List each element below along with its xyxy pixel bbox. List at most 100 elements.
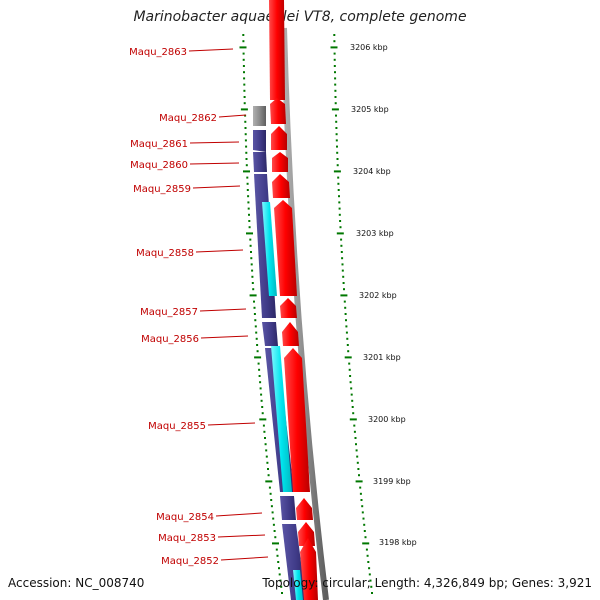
- outer-tick: [333, 170, 341, 173]
- inner-tick: [278, 573, 281, 576]
- inner-tick: [264, 437, 266, 439]
- outer-tick: [342, 282, 345, 284]
- outer-tick: [343, 300, 346, 303]
- inner-tick: [259, 381, 262, 384]
- inner-tick: [274, 536, 277, 539]
- gene-block-maqu-2862[interactable]: [253, 106, 266, 126]
- inner-tick: [248, 226, 251, 229]
- outer-tick: [337, 176, 340, 179]
- gene-arrow-maqu-2856[interactable]: [282, 322, 299, 346]
- gene-block-maqu-2861[interactable]: [253, 130, 266, 152]
- gene-label-maqu-2855[interactable]: Maqu_2855: [148, 421, 206, 432]
- inner-tick: [253, 313, 256, 315]
- gene-label-maqu-2862[interactable]: Maqu_2862: [159, 113, 217, 124]
- inner-tick: [254, 325, 257, 328]
- gene-block-maqu-2854[interactable]: [280, 496, 296, 520]
- rna-block-lower[interactable]: [271, 346, 292, 492]
- topology-text: Topology: circular;: [262, 576, 371, 590]
- outer-tick: [350, 387, 353, 390]
- outer-tick: [334, 83, 337, 86]
- outer-tick: [337, 182, 340, 185]
- inner-tick: [258, 375, 261, 377]
- outer-tick: [359, 492, 362, 495]
- inner-tick: [239, 46, 247, 49]
- inner-tick: [266, 461, 269, 464]
- gene-label-maqu-2860[interactable]: Maqu_2860: [130, 160, 188, 171]
- inner-tick: [242, 65, 245, 67]
- outer-tick: [344, 356, 352, 359]
- outer-tick: [341, 269, 344, 272]
- gene-arrow-maqu-2862[interactable]: [270, 98, 286, 124]
- outer-tick: [346, 344, 349, 346]
- outer-tick: [345, 319, 347, 322]
- outer-tick: [334, 89, 337, 92]
- outer-tick: [333, 40, 336, 43]
- gene-block-maqu-2856[interactable]: [262, 322, 278, 346]
- rna-block-bottom[interactable]: [293, 570, 303, 600]
- gene-label-maqu-2852[interactable]: Maqu_2852: [161, 556, 219, 567]
- gene-arrow-maqu-2852[interactable]: [300, 538, 318, 600]
- gene-label-maqu-2857[interactable]: Maqu_2857: [140, 307, 198, 318]
- gene-arrow-maqu-2857[interactable]: [280, 298, 297, 318]
- gene-arrow-maqu-2858[interactable]: [274, 200, 297, 296]
- outer-tick: [338, 213, 341, 216]
- gene-label-maqu-2853[interactable]: Maqu_2853: [158, 533, 216, 544]
- inner-tick: [249, 244, 252, 247]
- inner-tick: [265, 455, 268, 458]
- outer-tick: [350, 393, 353, 396]
- outer-tick: [336, 151, 339, 154]
- gene-label-maqu-2859[interactable]: Maqu_2859: [133, 184, 191, 195]
- scale-label: 3198 kbp: [379, 538, 417, 547]
- outer-tick: [356, 461, 359, 464]
- gene-label-maqu-2861[interactable]: Maqu_2861: [130, 139, 188, 150]
- inner-tick: [244, 120, 247, 123]
- gene-arrow-maqu-2853[interactable]: [298, 522, 315, 546]
- outer-tick: [349, 381, 352, 384]
- gene-label-maqu-2854[interactable]: Maqu_2854: [156, 512, 214, 523]
- outer-tick: [357, 468, 360, 470]
- inner-tick: [265, 480, 273, 483]
- gene-arrow-maqu-2855[interactable]: [284, 348, 310, 492]
- outer-tick: [340, 238, 343, 241]
- gene-label-maqu-2858[interactable]: Maqu_2858: [136, 248, 194, 259]
- outer-tick: [338, 201, 341, 204]
- outer-tick: [365, 548, 368, 551]
- outer-tick: [345, 325, 348, 328]
- inner-tick: [240, 108, 248, 111]
- gene-arrow-maqu-2861[interactable]: [271, 126, 287, 150]
- gene-arrow-maqu-2860[interactable]: [272, 152, 288, 172]
- inner-tick: [245, 164, 248, 167]
- inner-tick: [246, 189, 249, 191]
- inner-tick: [249, 238, 252, 241]
- outer-tick: [362, 542, 370, 545]
- gene-arrow-maqu-2859[interactable]: [272, 174, 290, 198]
- outer-tick: [334, 102, 337, 105]
- leader-line: [207, 422, 256, 426]
- outer-tick: [368, 573, 371, 576]
- inner-tick: [248, 220, 251, 222]
- outer-tick: [334, 96, 337, 98]
- leader-line: [195, 249, 244, 253]
- inner-tick: [271, 511, 274, 514]
- inner-tick-marks: [239, 34, 283, 594]
- outer-tick: [349, 375, 352, 377]
- gene-arrow-maqu-2863[interactable]: [269, 0, 285, 100]
- genome-backbone: [281, 27, 329, 600]
- gene-label-maqu-2863[interactable]: Maqu_2863: [129, 47, 187, 58]
- gene-label-maqu-2856[interactable]: Maqu_2856: [141, 334, 199, 345]
- outer-tick: [369, 579, 372, 582]
- gene-block-maqu-2860[interactable]: [253, 152, 267, 172]
- leader-line: [218, 114, 247, 118]
- outer-tick: [333, 58, 336, 61]
- outer-tick: [333, 65, 336, 67]
- leader-line: [200, 335, 249, 339]
- outer-tick: [330, 46, 338, 49]
- outer-tick: [361, 511, 364, 514]
- gene-labels: Maqu_2863 Maqu_2862 Maqu_2861 Maqu_2860 …: [129, 47, 269, 567]
- outer-tick: [343, 288, 345, 291]
- leader-line: [215, 512, 263, 517]
- gene-arrow-maqu-2854[interactable]: [296, 498, 313, 520]
- inner-tick: [252, 288, 255, 291]
- rna-block-upper[interactable]: [262, 202, 277, 296]
- outer-tick: [363, 530, 366, 532]
